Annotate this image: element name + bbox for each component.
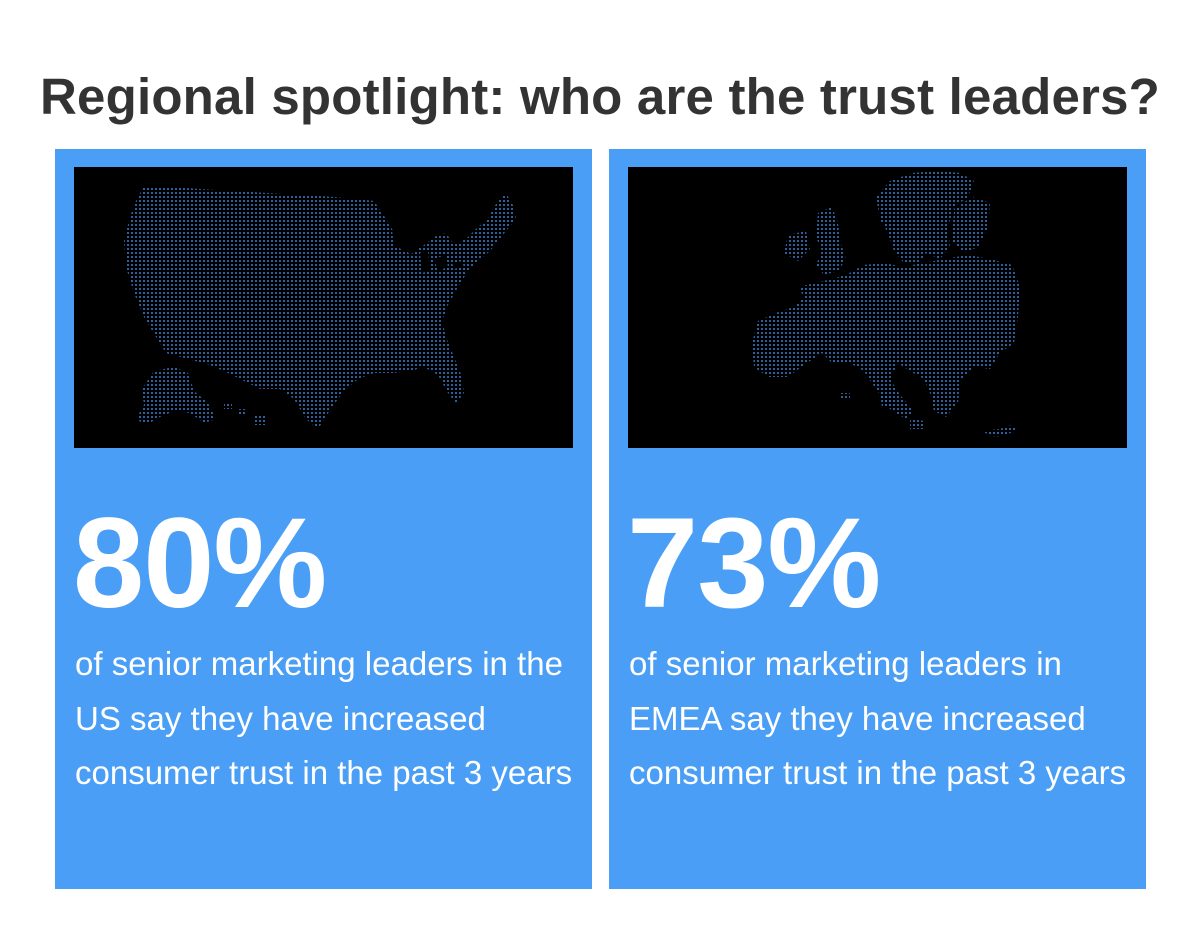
stat-percentage-emea: 73% (627, 492, 881, 635)
map-panel-emea (628, 167, 1127, 448)
region-card-us: 80% of senior marketing leaders in the U… (55, 149, 592, 889)
region-card-emea: 73% of senior marketing leaders in EMEA … (609, 149, 1146, 889)
page-title: Regional spotlight: who are the trust le… (40, 68, 1160, 126)
stat-caption-emea: of senior marketing leaders in EMEA say … (629, 645, 1127, 791)
map-panel-us (74, 167, 573, 448)
stat-percentage-us: 80% (73, 492, 327, 635)
stat-caption-us: of senior marketing leaders in the US sa… (75, 645, 573, 791)
dotted-us-map-icon (124, 186, 516, 429)
dotted-europe-map-icon (752, 171, 1020, 437)
